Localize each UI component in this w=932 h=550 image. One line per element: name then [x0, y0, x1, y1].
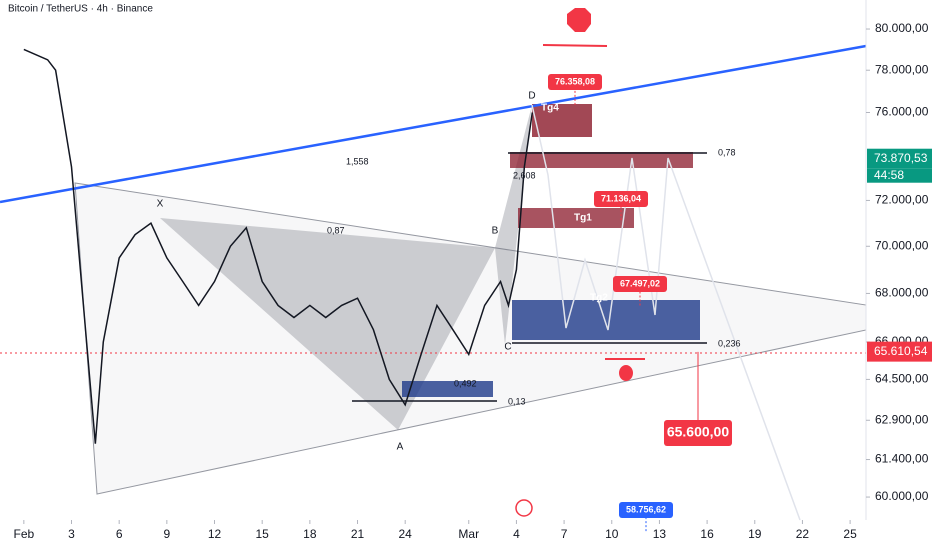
zone-078: [510, 152, 693, 168]
price-label-bg: [594, 191, 648, 207]
x-tick-label: 12: [208, 527, 222, 541]
x-tick-label: 4: [513, 527, 520, 541]
stop-icon-low: [619, 365, 633, 381]
y-tick-label: 64.500,00: [875, 372, 929, 386]
chart-title: Bitcoin / TetherUS · 4h · Binance: [8, 4, 153, 15]
annotation: 2,608: [513, 170, 536, 180]
alert-icon: [515, 499, 533, 517]
x-tick-label: 13: [653, 527, 667, 541]
annotation: 0,492: [454, 378, 477, 388]
x-tick-label: 16: [700, 527, 714, 541]
price-label: 58.756,62: [626, 504, 666, 514]
y-tick-label: 61.400,00: [875, 452, 929, 466]
annotation: 0,236: [718, 338, 741, 348]
y-tick-label: 70.000,00: [875, 238, 929, 252]
annotation: 0,13: [508, 396, 526, 406]
price-label: 76.358,08: [555, 76, 595, 86]
x-tick-label: 15: [256, 527, 270, 541]
stop-icon: [567, 8, 591, 32]
x-tick-label: Mar: [458, 527, 479, 541]
marked-price-bg: [867, 341, 932, 362]
target-zone: [512, 300, 700, 340]
annotation: X: [157, 199, 164, 210]
x-tick-label: 19: [748, 527, 762, 541]
x-tick-label: 3: [68, 527, 75, 541]
countdown: 44:58: [874, 168, 904, 182]
x-tick-label: 25: [843, 527, 857, 541]
y-tick-label: 76.000,00: [875, 105, 929, 119]
last-price: 73.870,53: [874, 151, 928, 165]
x-tick-label: 7: [561, 527, 568, 541]
countdown-bg: [867, 168, 932, 183]
x-tick-label: Feb: [13, 527, 34, 541]
price-label-bg: [548, 74, 602, 90]
drawings: [0, 0, 867, 521]
x-tick-label: 10: [605, 527, 619, 541]
price-line: [23, 48, 534, 444]
annotation: C: [504, 342, 511, 353]
annotation: Tg1: [574, 213, 592, 224]
y-tick-label: 80.000,00: [875, 21, 929, 35]
projection: [531, 104, 801, 521]
tg1-zone: [518, 208, 634, 228]
harmonic-xab: [160, 218, 495, 430]
y-tick-label: 72.000,00: [875, 193, 929, 207]
x-tick-label: 24: [399, 527, 413, 541]
y-tick-label: 68.000,00: [875, 286, 929, 300]
marked-price: 65.610,54: [874, 344, 928, 358]
x-tick-label: 21: [351, 527, 365, 541]
price-label: 67.497,02: [620, 278, 660, 288]
annotation: A: [397, 442, 404, 453]
annotation: B: [492, 226, 499, 237]
x-tick-label: 9: [164, 527, 171, 541]
last-price-bg: [867, 148, 932, 169]
y-tick-label: 78.000,00: [875, 62, 929, 76]
x-tick-label: 22: [796, 527, 810, 541]
annotation: 1,558: [346, 156, 369, 166]
tg4-zone: [532, 104, 592, 137]
price-label-bg: [664, 420, 732, 446]
stop-line: [542, 44, 608, 47]
zone-0492: [402, 381, 493, 397]
x-tick-label: 6: [116, 527, 123, 541]
price-label: 65.600,00: [667, 424, 729, 440]
annotation: D: [528, 91, 535, 102]
annotation: Tg4: [541, 103, 559, 114]
y-tick-label: 62.900,00: [875, 412, 929, 426]
trend-line: [0, 44, 867, 204]
annotation: Tg2: [590, 293, 608, 304]
price-label-bg: [613, 276, 667, 292]
annotation: 0,78: [718, 147, 736, 157]
y-tick-label: 60.000,00: [875, 489, 929, 503]
annotation: 0,87: [327, 225, 345, 235]
price-label: 71.136,04: [601, 193, 641, 203]
x-tick-label: 18: [303, 527, 317, 541]
price-label-bg: [619, 502, 673, 518]
